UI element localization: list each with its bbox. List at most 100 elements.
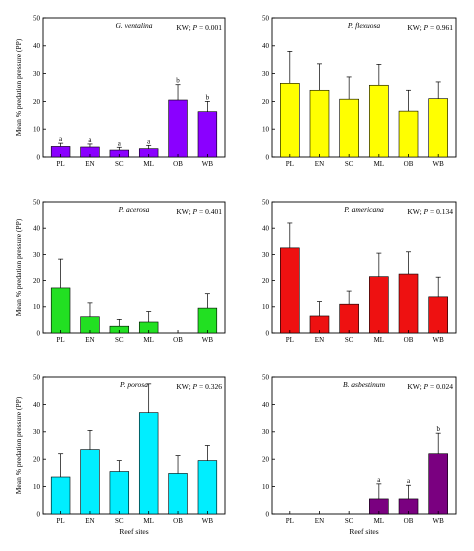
y-tick-label: 10 <box>33 303 41 311</box>
significance-letter: a <box>118 139 122 147</box>
x-tick-label: WB <box>433 160 445 168</box>
bar-ob <box>398 273 419 334</box>
plot-frame <box>42 201 226 334</box>
kw-p-symbol: P <box>192 207 198 216</box>
x-tick-label: OB <box>404 336 414 344</box>
kw-statistic: KW; P = 0.024 <box>407 382 453 391</box>
x-tick-label: OB <box>404 517 414 525</box>
bar-sc <box>339 98 359 158</box>
kw-separator: = <box>197 207 205 216</box>
significance-letter: b <box>176 77 180 85</box>
y-tick-label: 20 <box>262 456 270 464</box>
y-axis-title: Mean % predation pressure (PP) <box>14 218 23 316</box>
kw-statistic: KW; P = 0.961 <box>407 23 453 32</box>
bar-ob <box>168 473 188 515</box>
bar-pl <box>280 247 300 334</box>
x-tick-label: SC <box>345 160 354 168</box>
bar-ml <box>369 276 389 334</box>
kw-prefix: KW; <box>176 382 192 391</box>
y-tick-label: 30 <box>262 428 270 436</box>
y-tick-label: 20 <box>33 456 41 464</box>
y-tick-label: 40 <box>262 225 270 233</box>
y-tick-label: 20 <box>33 277 41 285</box>
x-tick-label: OB <box>404 160 414 168</box>
kw-p-value: 0.001 <box>205 23 222 32</box>
y-tick-label: 50 <box>33 14 41 22</box>
bar-en <box>309 89 330 158</box>
y-tick-label: 20 <box>262 277 270 285</box>
x-tick-label: WB <box>433 336 445 344</box>
x-tick-label: WB <box>433 517 445 525</box>
x-tick-label: PL <box>57 517 65 525</box>
panel-title: G. ventalina <box>115 21 152 30</box>
kw-p-symbol: P <box>423 382 429 391</box>
y-tick-label: 10 <box>33 483 41 491</box>
panel-5: 0 10 20 30 40 50 PL EN SC ML OB WB P. porosa KW; P = … <box>14 373 226 536</box>
x-tick-label: OB <box>173 517 183 525</box>
kw-p-value: 0.326 <box>205 382 222 391</box>
y-tick-label: 30 <box>33 251 41 259</box>
kw-statistic: KW; P = 0.001 <box>176 23 222 32</box>
kw-separator: = <box>428 23 436 32</box>
y-tick-label: 10 <box>262 303 270 311</box>
kw-prefix: KW; <box>176 23 192 32</box>
plot-frame <box>42 376 226 515</box>
x-tick-label: SC <box>115 517 124 525</box>
y-tick-label: 40 <box>33 42 41 50</box>
x-tick-label: ML <box>143 160 154 168</box>
bar-sc <box>109 471 130 515</box>
kw-p-value: 0.961 <box>436 23 453 32</box>
kw-p-symbol: P <box>192 382 198 391</box>
y-tick-label: 0 <box>266 153 270 161</box>
x-tick-label: PL <box>286 160 294 168</box>
y-tick-label: 10 <box>262 126 270 134</box>
kw-p-value: 0.134 <box>436 207 453 216</box>
plot-frame <box>271 201 457 334</box>
panel-title: P. porosa <box>119 380 148 389</box>
x-tick-label: ML <box>374 517 385 525</box>
x-tick-label: PL <box>57 336 65 344</box>
kw-separator: = <box>428 207 436 216</box>
y-tick-label: 40 <box>33 225 41 233</box>
bar-ml <box>138 412 159 515</box>
kw-separator: = <box>197 382 205 391</box>
panel-2: 0 10 20 30 40 50 PL EN SC ML OB WB P. flexuosa KW; P … <box>262 14 457 168</box>
bar-wb <box>197 307 218 334</box>
plot-frame <box>42 17 226 158</box>
bar-wb <box>428 98 448 158</box>
x-tick-label: PL <box>286 517 294 525</box>
kw-prefix: KW; <box>176 207 192 216</box>
significance-letter: a <box>407 477 411 485</box>
x-tick-label: ML <box>374 336 385 344</box>
x-tick-label: OB <box>173 160 183 168</box>
kw-statistic: KW; P = 0.134 <box>407 207 453 216</box>
kw-p-value: 0.401 <box>205 207 222 216</box>
kw-prefix: KW; <box>407 23 423 32</box>
x-tick-label: EN <box>315 160 324 168</box>
significance-letter: b <box>206 93 210 101</box>
y-axis-title: Mean % predation pressure (PP) <box>14 38 23 136</box>
y-tick-label: 30 <box>262 70 270 78</box>
bar-pl <box>50 287 71 334</box>
y-tick-label: 30 <box>262 251 270 259</box>
kw-statistic: KW; P = 0.401 <box>176 207 222 216</box>
x-tick-label: SC <box>115 336 124 344</box>
y-tick-label: 40 <box>33 401 41 409</box>
x-tick-label: WB <box>202 160 214 168</box>
x-tick-label: SC <box>345 517 354 525</box>
y-tick-label: 0 <box>266 510 270 518</box>
x-tick-label: ML <box>374 160 385 168</box>
y-tick-label: 0 <box>37 153 41 161</box>
panel-title: P. flexuosa <box>347 21 381 30</box>
panel-6: 0 10 20 30 40 50 PL EN SC ML a OB a WB b B. asbestinum K… <box>262 373 457 536</box>
x-tick-label: EN <box>85 517 94 525</box>
plot-frame <box>271 17 457 158</box>
bar-ml <box>369 84 389 158</box>
y-tick-label: 50 <box>262 14 270 22</box>
panel-3: 0 10 20 30 40 50 PL EN SC ML OB WB P. acerosa KW; P =… <box>14 198 226 344</box>
kw-prefix: KW; <box>407 207 423 216</box>
x-tick-label: EN <box>85 160 94 168</box>
significance-letter: a <box>147 137 151 145</box>
x-tick-label: OB <box>173 336 183 344</box>
x-tick-label: SC <box>345 336 354 344</box>
